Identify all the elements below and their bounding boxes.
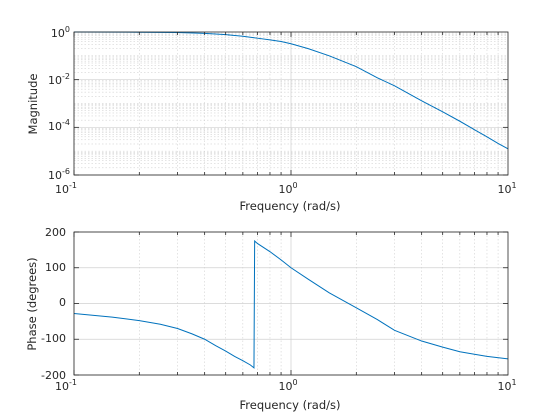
magnitude-y-tick-label: 10-2: [48, 72, 70, 87]
phase-y-tick-label: 200: [45, 226, 66, 239]
phase-x-tick-label: 100: [278, 378, 297, 393]
phase-ticks: [73, 231, 508, 376]
magnitude-x-tick-label: 100: [278, 181, 297, 196]
magnitude-x-tick-label: 10-1: [55, 181, 77, 196]
magnitude-ticks: [73, 32, 508, 176]
magnitude-y-tick-label: 10-6: [48, 167, 70, 182]
magnitude-x-tick-label: 101: [497, 181, 516, 196]
magnitude-grid: [73, 32, 508, 176]
magnitude-x-axis-title: Frequency (rad/s): [240, 199, 341, 213]
magnitude-y-axis-title: Magnitude: [26, 74, 40, 135]
magnitude-y-tick-label: 10-4: [48, 118, 70, 133]
phase-y-tick-label: -200: [41, 369, 66, 382]
magnitude-axes: 100 10-2 10-4 10-6 10-1 100 101 Frequenc…: [26, 25, 517, 213]
phase-series-line: [73, 239, 509, 369]
magnitude-y-tick-label: 100: [51, 25, 70, 40]
phase-axes: 200 100 0 -100 -200 10-1 100 101 Frequen…: [25, 226, 517, 412]
magnitude-series-line: [73, 31, 509, 150]
phase-y-tick-label: -100: [41, 332, 66, 345]
phase-x-tick-label: 10-1: [55, 378, 77, 393]
phase-y-tick-label: 0: [59, 296, 66, 309]
phase-y-axis-title: Phase (degrees): [25, 257, 39, 350]
phase-x-tick-label: 101: [497, 378, 516, 393]
phase-y-tick-label: 100: [45, 261, 66, 274]
phase-x-axis-title: Frequency (rad/s): [240, 398, 341, 412]
